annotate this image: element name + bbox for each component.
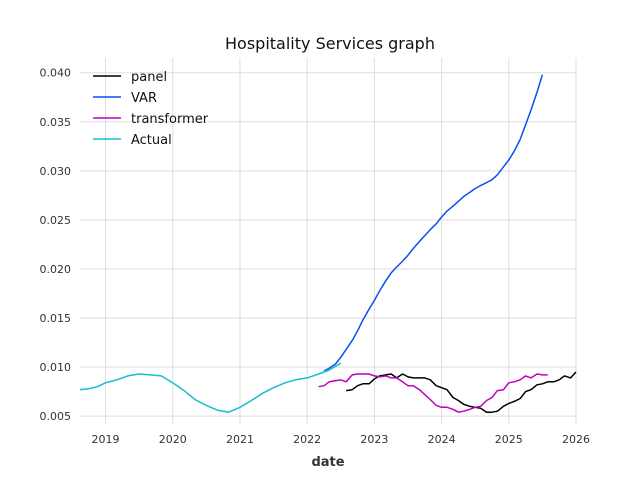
y-tick-label: 0.005 <box>40 410 72 423</box>
chart-title: Hospitality Services graph <box>225 34 435 53</box>
legend-label-transformer: transformer <box>131 112 209 127</box>
y-tick-label: 0.010 <box>40 361 72 374</box>
grid <box>80 58 577 424</box>
y-tick-label: 0.020 <box>40 263 72 276</box>
legend-label-actual: Actual <box>131 133 172 148</box>
series-line-transformer <box>318 373 548 413</box>
x-axis-title: date <box>311 455 344 470</box>
y-tick-label: 0.035 <box>40 116 72 129</box>
x-tick-label: 2023 <box>360 433 388 446</box>
y-tick-label: 0.030 <box>40 165 72 178</box>
x-axis-ticks: 2019 2020 2021 2022 2023 2024 2025 2026 <box>92 433 590 446</box>
x-tick-label: 2021 <box>226 433 254 446</box>
x-tick-label: 2019 <box>92 433 120 446</box>
series-lines <box>79 74 577 413</box>
x-tick-label: 2022 <box>293 433 321 446</box>
y-tick-label: 0.040 <box>40 67 72 80</box>
legend: panel VAR transformer Actual <box>93 70 209 148</box>
y-tick-label: 0.015 <box>40 312 72 325</box>
x-tick-label: 2024 <box>428 433 456 446</box>
series-line-panel <box>345 371 577 413</box>
x-tick-label: 2020 <box>159 433 187 446</box>
legend-label-var: VAR <box>131 91 157 106</box>
series-line-actual <box>79 362 342 413</box>
x-tick-label: 2026 <box>562 433 590 446</box>
legend-label-panel: panel <box>131 70 167 85</box>
y-tick-label: 0.025 <box>40 214 72 227</box>
series-line-var <box>323 74 544 372</box>
x-tick-label: 2025 <box>495 433 523 446</box>
y-axis-ticks: 0.005 0.010 0.015 0.020 0.025 0.030 0.035 0.040 <box>40 67 72 423</box>
